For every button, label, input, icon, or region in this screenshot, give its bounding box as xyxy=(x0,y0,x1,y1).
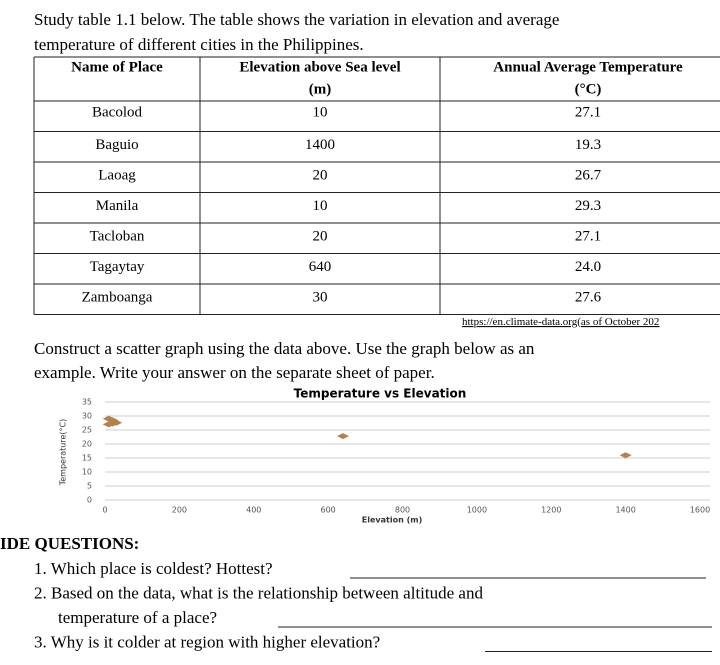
question: 2. Based on the data, what is the relati… xyxy=(34,583,483,602)
table-cell: 27.1 xyxy=(575,228,601,244)
table-cell: 26.7 xyxy=(575,167,602,183)
x-axis-label: Elevation (m) xyxy=(362,516,422,525)
table-cell: Tacloban xyxy=(90,228,145,244)
question: 3. Why is it colder at region with highe… xyxy=(34,632,380,651)
table-cell: Manila xyxy=(96,198,139,214)
table-header: Annual Average Temperature xyxy=(493,59,683,75)
table-cell: 27.1 xyxy=(575,104,601,120)
y-tick-label: 0 xyxy=(87,496,92,505)
x-tick-label: 400 xyxy=(246,506,261,515)
instruction: Construct a scatter graph using the data… xyxy=(34,339,535,358)
x-tick-label: 800 xyxy=(395,506,410,515)
instruction: example. Write your answer on the separa… xyxy=(34,363,435,382)
table-cell: Zamboanga xyxy=(82,289,153,305)
y-tick-label: 10 xyxy=(82,468,92,477)
table-cell: 640 xyxy=(309,259,332,275)
table-header: (°C) xyxy=(575,81,602,97)
table-cell: 10 xyxy=(313,198,328,214)
point xyxy=(337,433,349,440)
question: 1. Which place is coldest? Hottest? xyxy=(34,559,273,578)
table-cell: Bacolod xyxy=(92,104,142,120)
table-cell: Tagaytay xyxy=(90,259,145,275)
table-cell: 20 xyxy=(313,167,328,183)
y-axis-label: Temperature(°C) xyxy=(59,419,68,487)
x-tick-label: 600 xyxy=(320,506,335,515)
y-tick-label: 15 xyxy=(82,454,92,463)
point xyxy=(110,419,123,426)
questions-heading: IDE QUESTIONS: xyxy=(0,534,139,553)
y-tick-label: 25 xyxy=(82,426,92,435)
table-cell: 20 xyxy=(313,228,328,244)
x-tick-label: 1000 xyxy=(467,506,487,515)
x-tick-label: 200 xyxy=(172,506,187,515)
table-cell: 29.3 xyxy=(575,198,601,214)
table-header: Elevation above Sea level xyxy=(239,59,400,75)
point xyxy=(102,415,115,422)
question: temperature of a place? xyxy=(58,608,217,627)
table-cell: 10 xyxy=(313,104,328,120)
x-tick-label: 0 xyxy=(102,506,107,515)
table-cell: 1400 xyxy=(305,137,335,153)
y-tick-label: 5 xyxy=(87,482,92,491)
table-header: (m) xyxy=(309,81,332,97)
table-cell: Baguio xyxy=(95,137,138,153)
intro-text: Study table 1.1 below. The table shows t… xyxy=(34,10,559,29)
source: https://en.climate-data.org(as of Octobe… xyxy=(462,316,659,328)
x-tick-label: 1400 xyxy=(615,506,635,515)
table-cell: 24.0 xyxy=(575,259,601,275)
x-tick-label: 1200 xyxy=(541,506,561,515)
y-tick-label: 30 xyxy=(82,412,92,421)
table-cell: 19.3 xyxy=(575,137,601,153)
intro-text: temperature of different cities in the P… xyxy=(34,35,364,54)
table-cell: 30 xyxy=(313,289,328,305)
x-tick-label: 1600 xyxy=(690,506,710,515)
table-cell: Laoag xyxy=(98,167,136,183)
table-header: Name of Place xyxy=(71,59,163,75)
table-cell: 27.6 xyxy=(575,289,602,305)
chart-title: Temperature vs Elevation xyxy=(294,387,467,401)
point xyxy=(619,452,632,459)
y-tick-label: 35 xyxy=(82,398,92,407)
y-tick-label: 20 xyxy=(82,440,92,449)
